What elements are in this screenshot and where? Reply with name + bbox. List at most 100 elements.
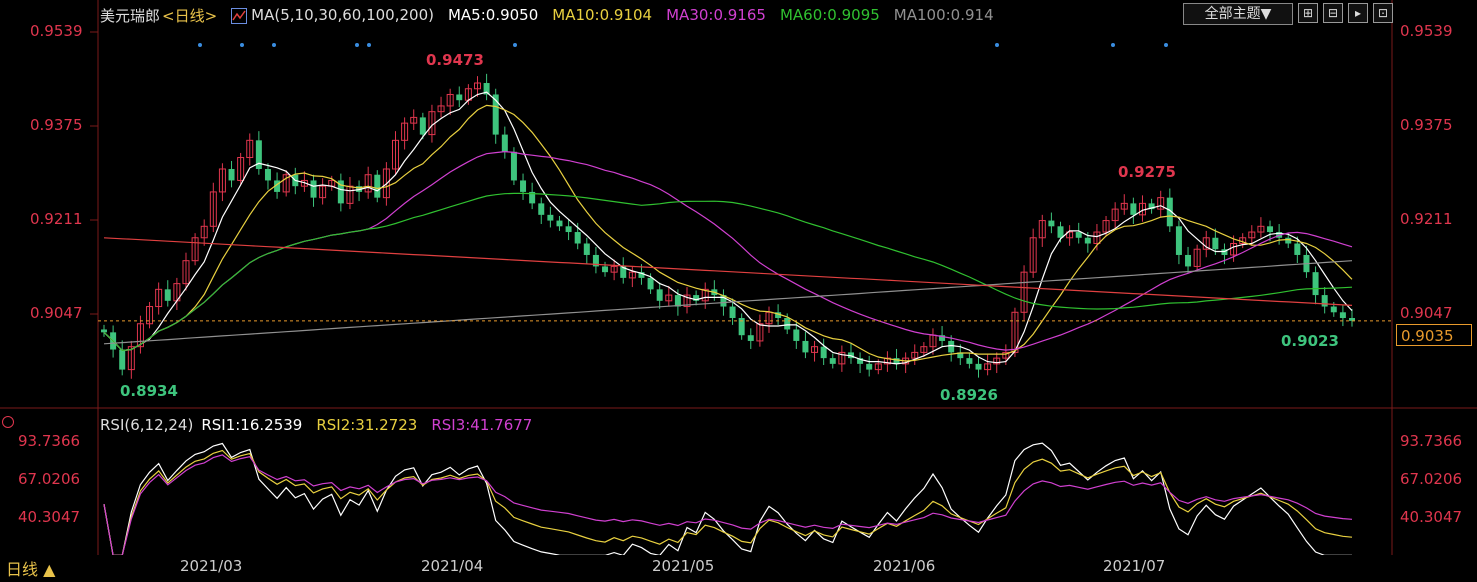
candle-body-106 xyxy=(1066,231,1074,239)
candle-body-92 xyxy=(939,335,946,341)
ma-indicator-icon[interactable] xyxy=(231,8,248,24)
x-label-3: 2021/06 xyxy=(873,557,936,575)
rsi3-line xyxy=(103,454,1353,555)
low-annotation-3: 0.9023 xyxy=(1281,332,1339,350)
candle-body-65 xyxy=(693,295,700,301)
low-annotation-2: 0.8926 xyxy=(940,386,998,404)
candle-body-81 xyxy=(838,351,846,365)
price-tick-right-1: 0.9375 xyxy=(1400,116,1453,134)
candle-body-10 xyxy=(191,237,199,262)
candle-body-39 xyxy=(456,94,463,101)
candle-body-137 xyxy=(1349,318,1355,321)
candle-body-5 xyxy=(146,306,154,325)
price-chart[interactable] xyxy=(0,0,1477,410)
candle-body-119 xyxy=(1185,254,1192,267)
candle-body-72 xyxy=(756,323,764,342)
candle-body-121 xyxy=(1202,237,1210,250)
candle-body-18 xyxy=(264,168,271,181)
price-tick-left-3: 0.9047 xyxy=(30,304,83,322)
candle-body-13 xyxy=(218,168,226,193)
signal-dot-8 xyxy=(1164,43,1168,47)
rsi-settings-icon[interactable] xyxy=(2,416,14,428)
candle-body-99 xyxy=(1002,351,1010,359)
candle-body-101 xyxy=(1020,271,1028,313)
candle-body-6 xyxy=(155,288,163,308)
period-button[interactable]: 日线 ▲ xyxy=(6,560,56,579)
candle-body-79 xyxy=(820,346,827,359)
rsi-tick-right-1: 67.0206 xyxy=(1400,470,1463,488)
theme-select-button[interactable]: 全部主题▼ xyxy=(1183,3,1293,25)
candle-body-96 xyxy=(975,363,982,370)
candle-body-80 xyxy=(829,358,836,364)
candle-body-12 xyxy=(209,191,217,227)
candle-body-33 xyxy=(401,122,409,141)
rsi-tick-right-2: 40.3047 xyxy=(1400,508,1463,526)
signal-dot-3 xyxy=(355,43,359,47)
high-annotation-2: 0.9275 xyxy=(1118,163,1176,181)
candle-body-24 xyxy=(319,185,327,199)
expand-icon[interactable]: ⊡ xyxy=(1373,3,1393,23)
candle-body-54 xyxy=(592,254,599,267)
candle-body-70 xyxy=(738,318,745,336)
candle-body-53 xyxy=(583,243,590,255)
candle-body-15 xyxy=(237,157,245,181)
candle-body-97 xyxy=(984,363,992,371)
candle-body-128 xyxy=(1267,226,1274,233)
ma10-line xyxy=(103,104,1353,362)
candle-body-102 xyxy=(1029,237,1037,273)
signal-dot-5 xyxy=(513,43,517,47)
candle-body-103 xyxy=(1038,220,1046,239)
candle-body-60 xyxy=(647,277,654,290)
candle-body-90 xyxy=(920,346,928,353)
grid-icon[interactable]: ⊞ xyxy=(1298,3,1318,23)
candle-body-115 xyxy=(1148,203,1155,210)
play-icon[interactable]: ▸ xyxy=(1348,3,1368,23)
signal-dot-0 xyxy=(198,43,202,47)
candle-body-130 xyxy=(1285,237,1292,244)
ma-legend: 美元瑞郎 <日线> MA(5,10,30,60,100,200) MA5:0.9… xyxy=(100,4,1008,26)
candle-body-23 xyxy=(310,180,317,198)
candle-body-124 xyxy=(1230,243,1238,256)
candle-body-7 xyxy=(164,289,171,301)
period-tag[interactable]: <日线> xyxy=(162,6,218,25)
rsi1-value: RSI1:16.2539 xyxy=(201,416,303,434)
candle-body-85 xyxy=(874,363,882,371)
candle-body-20 xyxy=(282,174,290,193)
ma30-value: MA30:0.9165 xyxy=(666,6,766,24)
ma-title: MA(5,10,30,60,100,200) xyxy=(251,6,434,24)
candle-body-11 xyxy=(200,225,208,239)
candle-body-136 xyxy=(1339,312,1346,319)
price-tick-left-2: 0.9211 xyxy=(30,210,83,228)
ma5-line xyxy=(103,91,1353,365)
layout-icon[interactable]: ⊟ xyxy=(1323,3,1343,23)
candle-body-127 xyxy=(1257,225,1265,233)
candle-body-83 xyxy=(857,358,864,364)
candle-body-107 xyxy=(1075,232,1082,238)
candle-body-117 xyxy=(1166,197,1173,227)
candle-body-87 xyxy=(893,358,900,364)
candle-body-131 xyxy=(1294,243,1301,255)
high-annotation-1: 0.9473 xyxy=(426,51,484,69)
candle-body-31 xyxy=(382,168,390,199)
candle-body-64 xyxy=(683,294,691,308)
rsi-chart[interactable] xyxy=(0,410,1477,555)
rsi3-value: RSI3:41.7677 xyxy=(431,416,533,434)
signal-dot-1 xyxy=(240,43,244,47)
candle-body-62 xyxy=(665,294,673,302)
candle-body-47 xyxy=(529,191,536,204)
candle-body-38 xyxy=(446,93,454,107)
candle-body-66 xyxy=(701,288,709,302)
rsi-tick-left-1: 67.0206 xyxy=(18,470,81,488)
candle-body-77 xyxy=(802,340,809,353)
low-annotation-1: 0.8934 xyxy=(120,382,178,400)
candle-body-126 xyxy=(1248,231,1256,239)
candle-body-37 xyxy=(437,105,445,113)
ma100-line xyxy=(103,260,1353,345)
candle-body-100 xyxy=(1011,311,1019,353)
candle-body-0 xyxy=(101,329,107,333)
price-tick-left-0: 0.9539 xyxy=(30,22,83,40)
candle-body-113 xyxy=(1130,203,1137,215)
signal-dot-7 xyxy=(1111,43,1115,47)
rsi-legend: RSI(6,12,24) RSI1:16.2539 RSI2:31.2723 R… xyxy=(100,414,546,436)
symbol-name: 美元瑞郎 xyxy=(100,6,161,25)
